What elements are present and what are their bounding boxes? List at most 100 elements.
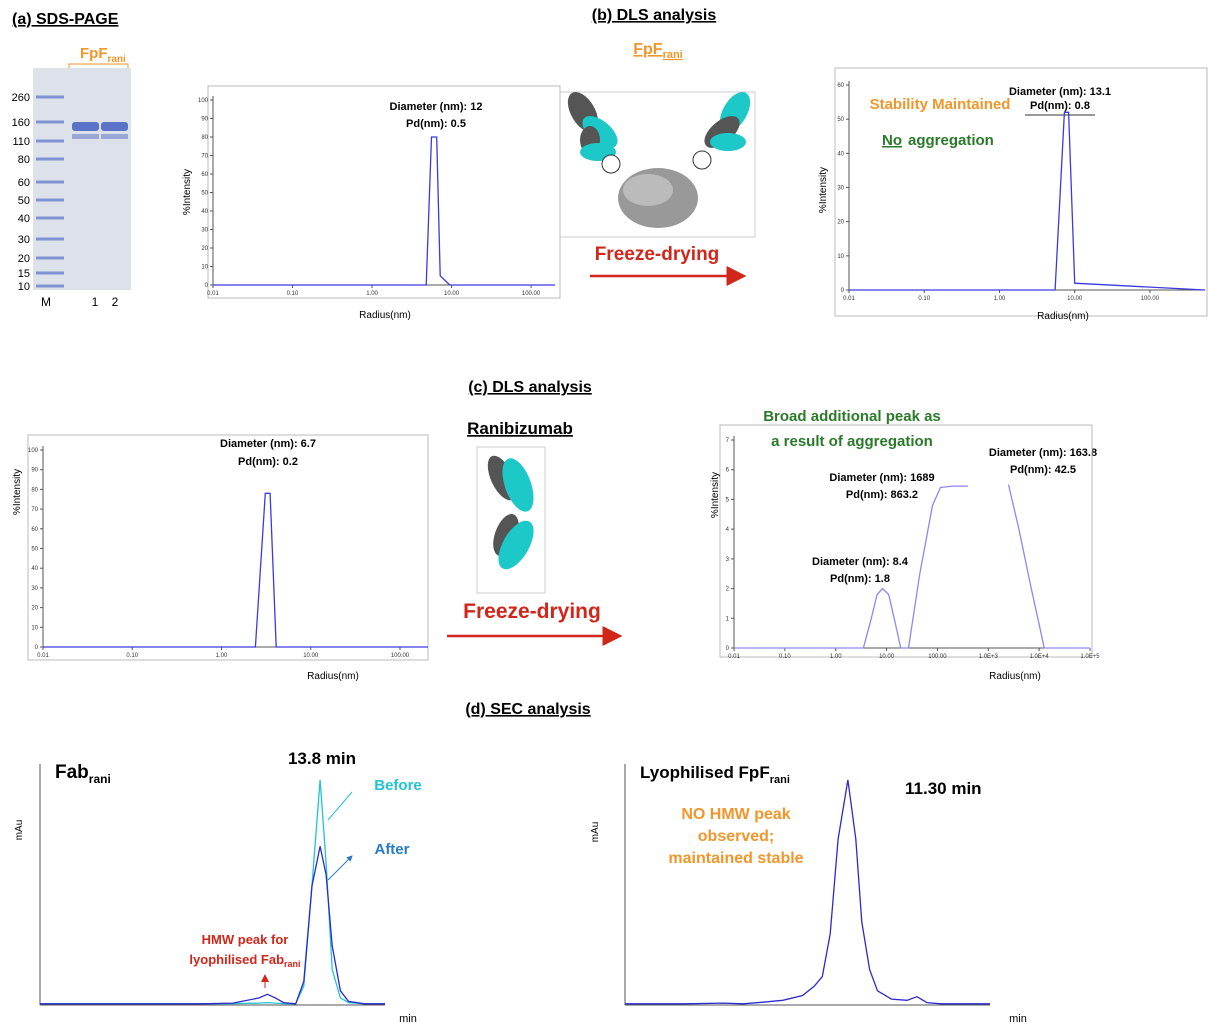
marker-band [36, 237, 64, 241]
y-tick-label: 2 [726, 587, 730, 593]
marker-label: 15 [18, 268, 30, 280]
marker-label: 160 [12, 117, 30, 129]
y-tick-label: 7 [726, 438, 730, 444]
x-tick-label: 100.00 [522, 291, 541, 297]
annotation: Diameter (nm): 13.1 [1009, 86, 1111, 98]
annotation: Pd(nm): 0.8 [1030, 100, 1090, 112]
x-tick-label: 0.10 [287, 291, 299, 297]
annotation: Stability Maintained [870, 96, 1011, 113]
y-tick-label: 80 [31, 487, 38, 493]
y-tick-label: 20 [837, 220, 844, 226]
annotation: Pd(nm): 1.8 [830, 573, 890, 585]
y-axis-label: %Intensity [12, 469, 23, 515]
band [72, 134, 99, 139]
arrow-label: Freeze-drying [595, 244, 720, 265]
annotation: No [882, 132, 902, 149]
fpf-cartoon [559, 91, 756, 238]
data-line [213, 136, 555, 286]
chart-title: Fabrani [55, 762, 111, 786]
marker-band [36, 256, 64, 260]
x-tick-label: 1.00 [216, 653, 228, 659]
data-line [625, 779, 990, 1005]
y-axis-label: mAu [590, 822, 601, 843]
x-tick-label: 0.10 [779, 654, 791, 660]
x-tick-label: 0.01 [37, 653, 49, 659]
marker-label: 10 [18, 281, 30, 293]
plot-frame [834, 67, 1208, 317]
marker-label: 40 [18, 213, 30, 225]
y-tick-label: 10 [31, 625, 38, 631]
lane-label: 1 [92, 295, 99, 309]
band [101, 122, 128, 131]
y-tick-label: 0 [205, 283, 209, 289]
protein-label: Ranibizumab [467, 419, 573, 438]
y-tick-label: 60 [31, 527, 38, 533]
y-tick-label: 10 [201, 265, 208, 271]
x-axis-label: min [399, 1013, 417, 1025]
band [101, 134, 128, 139]
panel-title: (b) DLS analysis [592, 7, 717, 24]
y-tick-label: 4 [726, 527, 730, 533]
annotation: Diameter (nm): 6.7 [220, 438, 316, 450]
marker-band [36, 271, 64, 275]
annotation: Broad additional peak as [763, 408, 941, 425]
protein-label: FpFrani [80, 45, 126, 65]
lane-label: M [41, 295, 51, 309]
annotation: 11.30 min [905, 779, 982, 798]
data-line [43, 492, 428, 648]
annotation: NO HMW peak [681, 806, 790, 823]
gel [33, 68, 131, 290]
y-tick-label: 70 [31, 507, 38, 513]
y-axis-label: %Intensity [710, 472, 721, 518]
ranibizumab-cartoon [476, 446, 546, 594]
y-axis-label: %Intensity [182, 169, 193, 215]
x-tick-label: 1.00 [830, 654, 842, 660]
annotation: maintained stable [668, 850, 803, 867]
y-tick-label: 50 [201, 191, 208, 197]
x-axis-label: Radius(nm) [307, 671, 359, 682]
y-tick-label: 40 [201, 209, 208, 215]
marker-band [36, 139, 64, 143]
y-tick-label: 80 [201, 135, 208, 141]
x-tick-label: 0.10 [126, 653, 138, 659]
annotation: Diameter (nm): 163.8 [989, 447, 1097, 459]
x-tick-label: 1.0E+5 [1080, 654, 1100, 660]
y-tick-label: 20 [201, 246, 208, 252]
y-tick-label: 70 [201, 154, 208, 160]
annotation: Diameter (nm): 12 [390, 101, 483, 113]
panel-title: (c) DLS analysis [468, 379, 592, 396]
y-tick-label: 20 [31, 606, 38, 612]
x-axis-label: Radius(nm) [989, 671, 1041, 682]
y-tick-label: 5 [726, 497, 730, 503]
pointer [327, 791, 353, 821]
x-tick-label: 100.00 [391, 653, 410, 659]
marker-label: 110 [12, 136, 30, 148]
x-tick-label: 1.0E+4 [1030, 654, 1050, 660]
data-line [849, 111, 1206, 291]
y-tick-label: 90 [31, 468, 38, 474]
marker-label: 80 [18, 154, 30, 166]
band [72, 122, 99, 131]
marker-label: 20 [18, 253, 30, 265]
y-tick-label: 3 [726, 557, 730, 563]
x-tick-label: 10.00 [444, 291, 460, 297]
marker-label: 260 [12, 92, 30, 104]
x-tick-label: 100.00 [1141, 296, 1160, 302]
y-tick-label: 1 [726, 616, 730, 622]
x-tick-label: 0.10 [918, 296, 930, 302]
panel-title: (a) SDS-PAGE [12, 11, 119, 28]
y-tick-label: 40 [837, 151, 844, 157]
marker-band [36, 216, 64, 220]
x-axis-label: Radius(nm) [359, 310, 411, 321]
annotation: 13.8 min [288, 749, 356, 768]
annotation: Diameter (nm): 8.4 [812, 556, 909, 568]
annotation: Pd(nm): 0.2 [238, 456, 298, 468]
plot-frame [207, 85, 561, 299]
arrow-label: Freeze-drying [463, 600, 601, 623]
y-tick-label: 0 [35, 645, 39, 651]
marker-band [36, 120, 64, 124]
y-axis-label: %Intensity [818, 167, 829, 213]
annotation: Pd(nm): 863.2 [846, 489, 918, 501]
x-tick-label: 0.01 [843, 296, 855, 302]
